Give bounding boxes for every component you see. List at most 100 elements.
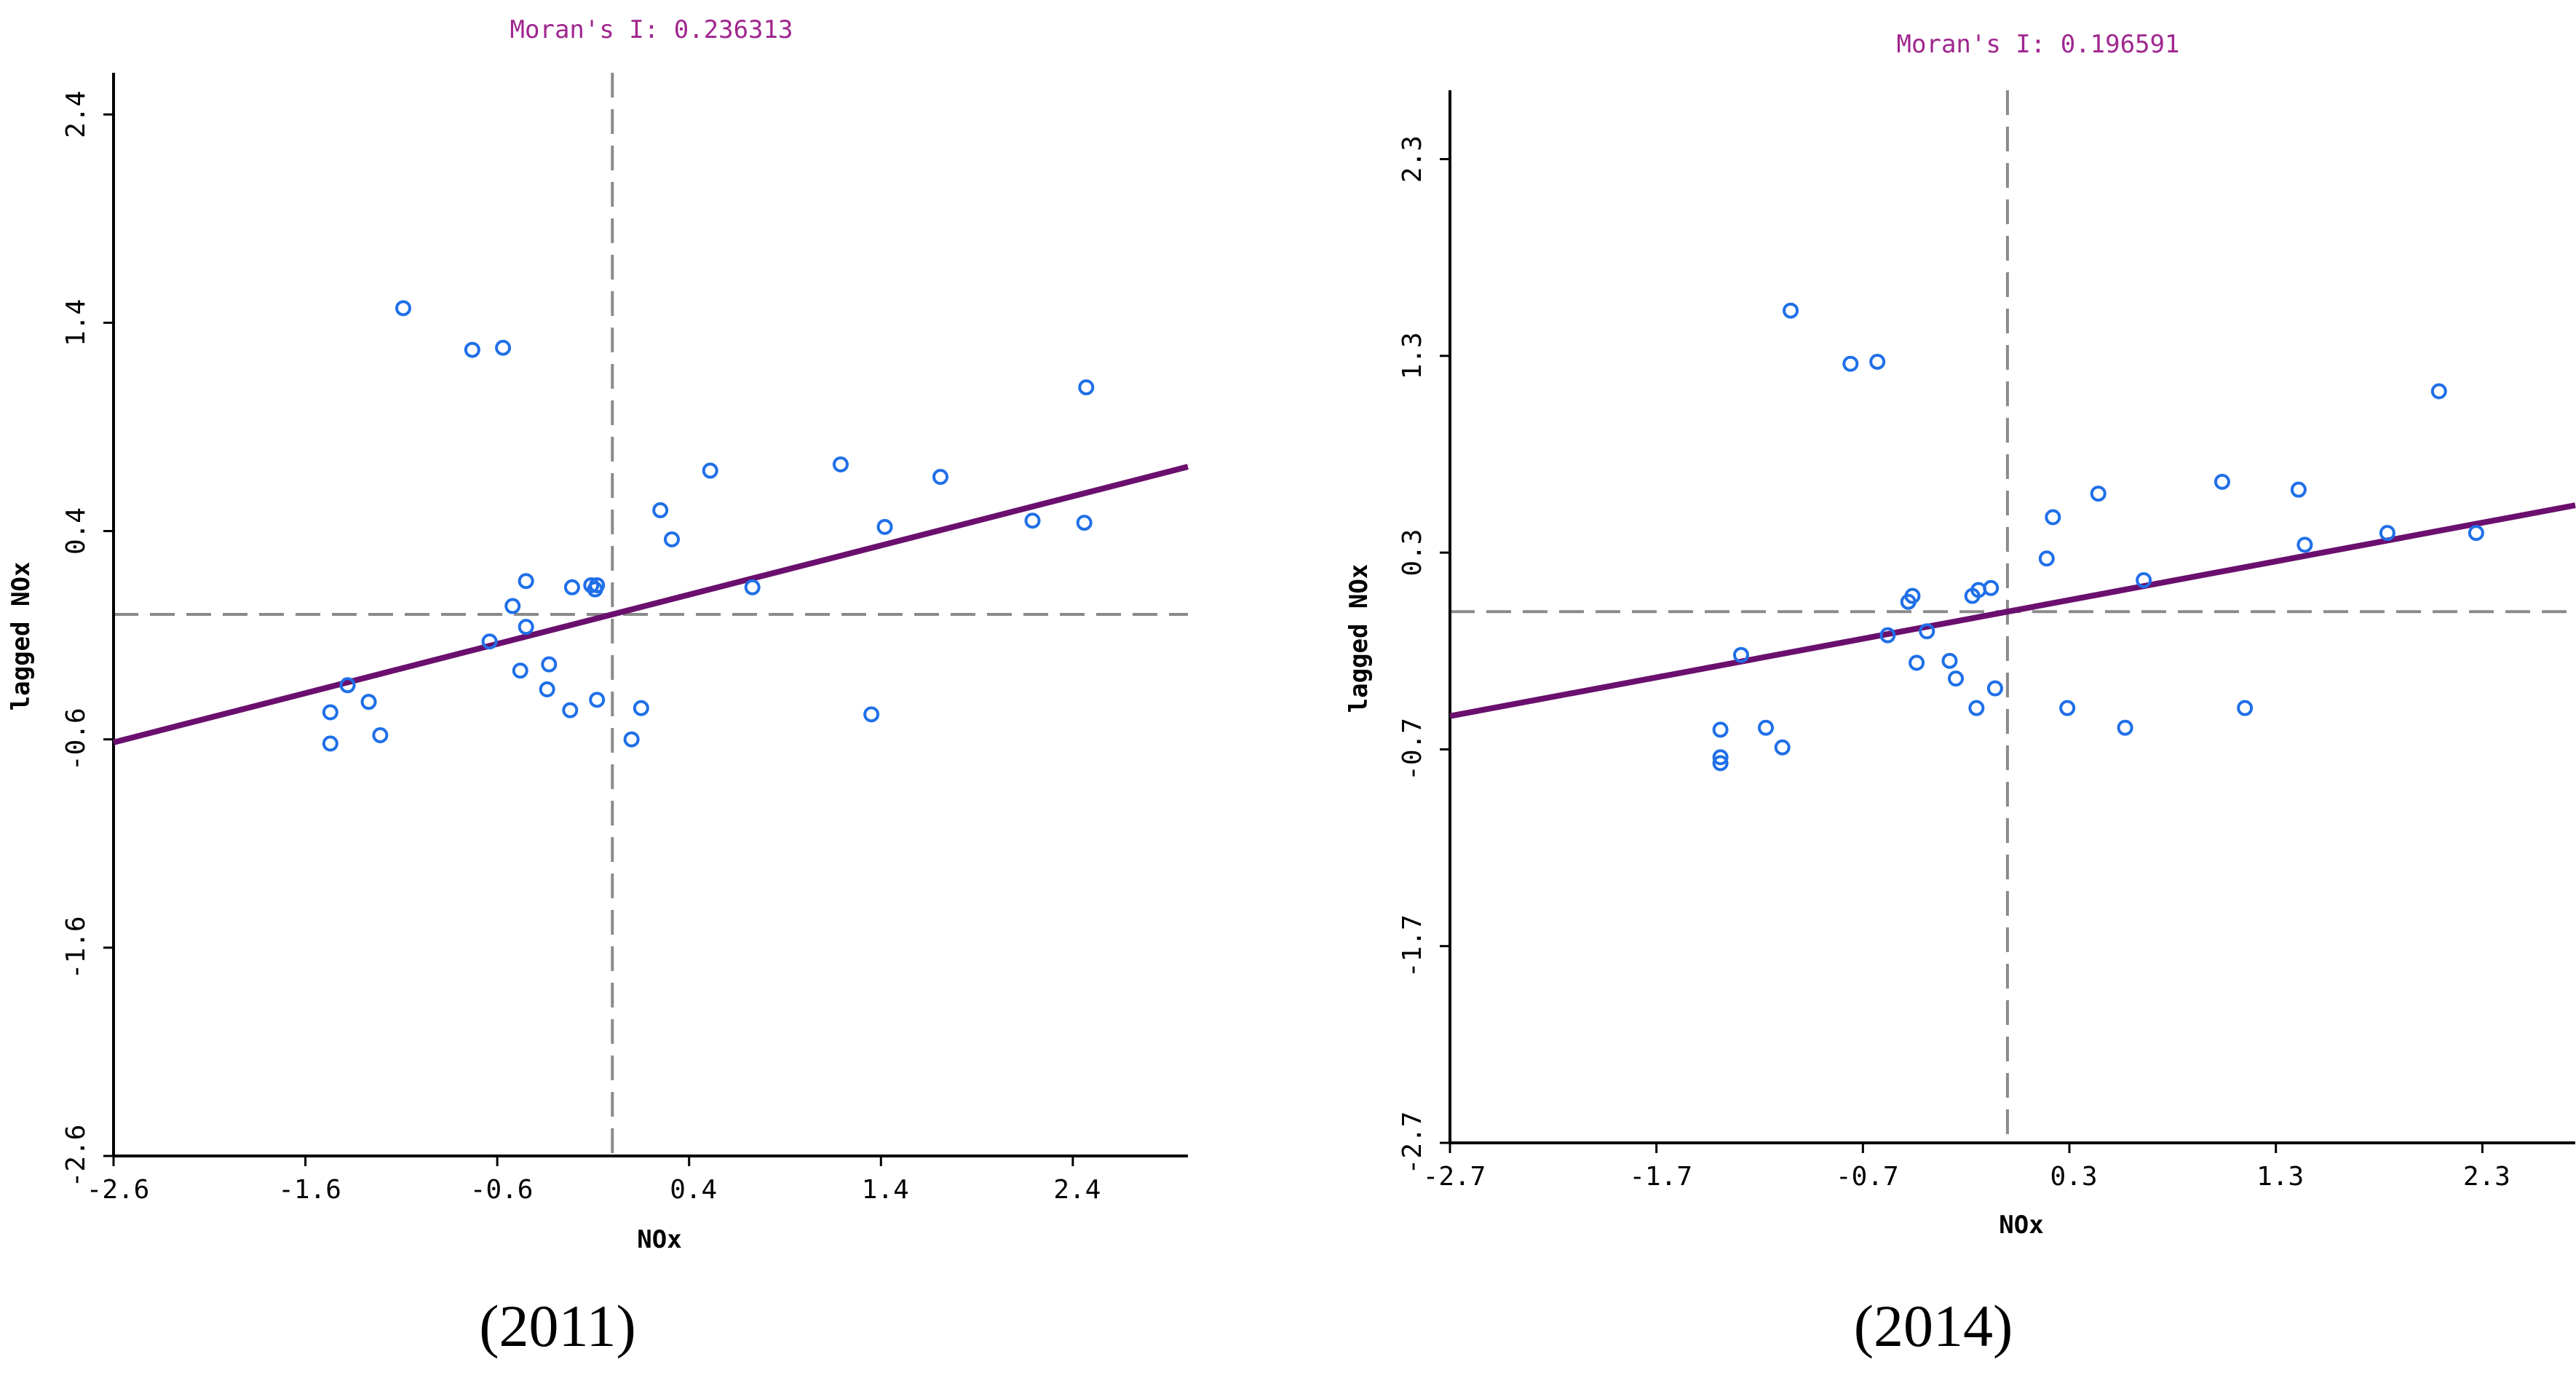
- x-tick-label: -0.7: [1836, 1162, 1899, 1192]
- scatter-panel-2014: Moran's I: 0.196591 -2.7 -1.7 -0.7 0.3 1.3 2.3…: [1288, 0, 2576, 1386]
- y-tick-label: 2.4: [61, 91, 91, 138]
- data-point: [1712, 749, 1729, 766]
- data-point: [663, 531, 680, 547]
- x-tick-label: 0.4: [670, 1175, 717, 1205]
- data-point: [1076, 515, 1093, 531]
- data-point: [623, 731, 640, 748]
- moran-scatterplot-2014: Moran's I: 0.196591 -2.7 -1.7 -0.7 0.3 1.3 2.3…: [1344, 30, 2576, 1240]
- data-point: [1986, 680, 2003, 697]
- chart-title: Moran's I: 0.196591: [1897, 30, 2180, 59]
- data-point: [2117, 719, 2133, 736]
- data-point: [539, 681, 555, 698]
- data-point: [2090, 486, 2107, 502]
- data-point: [863, 706, 880, 723]
- data-point: [2468, 525, 2484, 542]
- y-tick-label: 0.4: [61, 507, 91, 555]
- data-point: [2038, 550, 2055, 567]
- y-tick-label: -1.7: [1398, 914, 1427, 978]
- data-point: [563, 579, 580, 595]
- data-point: [1024, 512, 1041, 529]
- data-point: [2379, 525, 2395, 542]
- data-point: [495, 339, 512, 356]
- y-tick-label: -2.7: [1398, 1112, 1427, 1175]
- y-tick-label: 1.4: [61, 299, 91, 346]
- data-point: [1783, 302, 1799, 319]
- caption-2011: (2011): [479, 1293, 636, 1359]
- data-point: [1904, 587, 1921, 604]
- data-point: [1879, 627, 1896, 644]
- data-point: [1909, 654, 1925, 671]
- data-point: [589, 577, 606, 593]
- data-point: [633, 700, 649, 716]
- data-point: [832, 456, 849, 472]
- data-point: [1968, 700, 1985, 716]
- y-tick-label: 2.3: [1398, 135, 1427, 183]
- data-point: [2136, 571, 2152, 588]
- regression-line: [113, 464, 1189, 745]
- data-point: [2290, 481, 2307, 498]
- data-point: [1712, 755, 1729, 772]
- data-point: [395, 300, 411, 317]
- data-point: [504, 598, 521, 614]
- data-point: [464, 341, 480, 358]
- data-point: [360, 694, 377, 710]
- x-tick-label: 2.4: [1053, 1175, 1101, 1205]
- data-point: [372, 726, 389, 743]
- data-point: [2430, 383, 2447, 400]
- data-point: [702, 462, 718, 479]
- data-point: [2237, 700, 2254, 716]
- data-point: [1758, 719, 1775, 736]
- y-axis-label: lagged NOx: [7, 562, 36, 711]
- data-point: [2045, 509, 2061, 526]
- x-tick-label: 2.3: [2463, 1162, 2510, 1192]
- data-point: [1774, 739, 1791, 756]
- data-point: [744, 579, 761, 595]
- data-point: [1919, 623, 1935, 640]
- data-point: [1712, 721, 1729, 738]
- x-tick-label: 1.3: [2256, 1162, 2304, 1192]
- data-point: [512, 662, 528, 679]
- data-point: [1869, 353, 1886, 370]
- x-tick-label: -1.7: [1629, 1162, 1692, 1192]
- data-point: [2214, 473, 2230, 490]
- y-tick-label: -0.7: [1398, 718, 1427, 781]
- data-point: [541, 656, 558, 673]
- data-point: [562, 702, 579, 718]
- data-point: [589, 692, 606, 708]
- data-point: [1947, 670, 1964, 687]
- data-point: [652, 502, 669, 518]
- x-tick-label: -2.7: [1423, 1162, 1486, 1192]
- data-point: [1983, 579, 2000, 596]
- x-tick-label: -2.6: [87, 1175, 150, 1205]
- data-point: [1842, 355, 1859, 372]
- chart-title: Moran's I: 0.236313: [510, 15, 793, 44]
- data-point: [1941, 652, 1958, 669]
- data-point: [1732, 646, 1749, 663]
- data-point: [322, 735, 338, 752]
- x-tick-label: -1.6: [278, 1175, 341, 1205]
- y-axis-label: lagged NOx: [1344, 564, 1374, 713]
- x-axis-label: NOx: [1999, 1211, 2043, 1240]
- x-axis-label: NOx: [637, 1225, 681, 1254]
- caption-2014: (2014): [1853, 1293, 2013, 1359]
- x-tick-label: 1.4: [862, 1175, 909, 1205]
- y-tick-label: 0.3: [1398, 529, 1427, 577]
- data-point: [481, 633, 498, 650]
- data-point: [518, 573, 534, 590]
- y-tick-label: -1.6: [61, 916, 91, 979]
- data-point: [876, 518, 893, 535]
- data-point: [1078, 379, 1095, 396]
- y-tick-label: -0.6: [61, 708, 91, 771]
- moran-scatterplot-2011: Moran's I: 0.236313 -2.6 -1.6 -0.6 0.4 1.4 2.4…: [7, 15, 1189, 1254]
- data-point: [339, 677, 356, 694]
- data-point: [583, 577, 600, 593]
- x-tick-label: 0.3: [2050, 1162, 2097, 1192]
- data-point: [322, 704, 338, 721]
- y-tick-label: 1.3: [1398, 332, 1427, 379]
- data-point: [2059, 700, 2076, 716]
- scatter-panel-2011: Moran's I: 0.236313 -2.6 -1.6 -0.6 0.4 1.4 2.4…: [0, 0, 1237, 1386]
- data-point: [518, 619, 534, 635]
- y-tick-label: -2.6: [61, 1125, 91, 1188]
- data-point: [932, 469, 948, 486]
- x-tick-label: -0.6: [470, 1175, 534, 1205]
